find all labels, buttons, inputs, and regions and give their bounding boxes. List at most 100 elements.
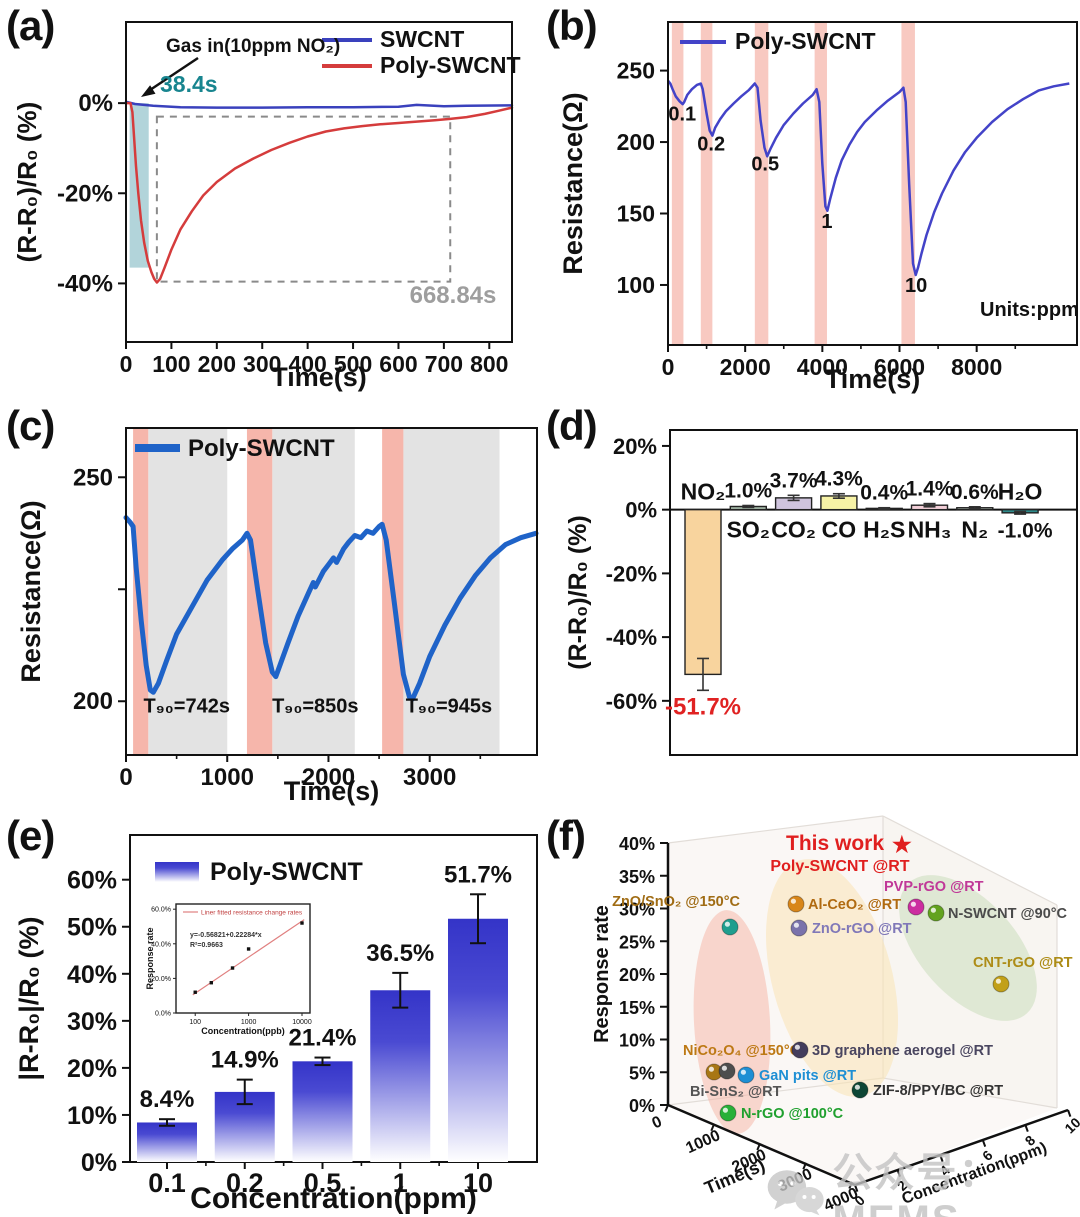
recovery-time-label: 668.84s (410, 282, 497, 309)
x-tick-label: 10 (463, 1168, 493, 1198)
bar-10 (448, 918, 508, 1162)
point-label: N-rGO @100°C (741, 1106, 844, 1122)
y-tick-label: 50% (67, 914, 117, 942)
data-point-highlight (724, 921, 730, 927)
y-tick-label: 20% (613, 434, 657, 459)
units-label: Units:ppm (980, 299, 1079, 321)
concentration-label: 10 (905, 275, 927, 297)
t90-label: T₉₀=850s (272, 695, 358, 717)
panel-f-tag: (f) (546, 812, 586, 859)
time-axis-tick (848, 1181, 853, 1189)
z-tick-label: 20% (619, 965, 655, 985)
bar-value-label: 14.9% (211, 1047, 279, 1074)
panel-a: (a) 0 100 200 300 400 500 600 700 800 0% -20% -40% T… (0, 0, 540, 400)
y-tick-label: -40% (57, 270, 113, 297)
z-tick-label: 35% (619, 867, 655, 887)
x-tick-label: 3000 (403, 764, 456, 791)
recovery-band (272, 428, 355, 755)
time-tick-label: 0 (650, 1113, 665, 1132)
region-ellipse (766, 859, 898, 1097)
inset-data-point (193, 990, 197, 994)
z-tick-label: 0% (629, 1096, 655, 1116)
time-tick-label: 1000 (683, 1127, 723, 1157)
concentration-axis-tick (939, 1154, 944, 1162)
bar-NO₂ (684, 508, 722, 676)
data-point (790, 919, 808, 937)
data-point-highlight (930, 907, 936, 913)
concentration-label: 0.5 (751, 154, 779, 176)
x-tick-label: 1 (393, 1168, 408, 1198)
point-label: Al-CeO₂ @RT (808, 897, 901, 913)
star-icon: ★ (892, 832, 912, 857)
gas-in-arrow (149, 56, 199, 92)
gas-exposure-band (754, 22, 769, 345)
legend-label: SWCNT (380, 26, 464, 52)
data-point-highlight (910, 901, 916, 907)
panel-d-tag: (d) (546, 402, 598, 449)
data-point (791, 1041, 809, 1059)
x-tick-label: 2000 (302, 764, 355, 791)
bar-value-label: 0.4% (860, 482, 908, 505)
data-point-highlight (721, 1065, 727, 1071)
bar-gas-label: N₂ (961, 517, 988, 543)
point-label: ZnO-rGO @RT (812, 921, 912, 937)
series-SWCNT (124, 100, 514, 109)
z-tick-label: 5% (629, 1063, 655, 1083)
z-tick-label: 25% (619, 932, 655, 952)
point-label: NiCo₂O₄ @150°C (683, 1043, 801, 1059)
z-tick-label: 10% (619, 1031, 655, 1051)
series-Poly-SWCNT (124, 101, 514, 284)
recovery-band (148, 428, 228, 755)
panel-e-chart: 0% 10% 20% 30% 40% 50% 60% 8.4% 0.1 14.9% 0.2 21.4%… (14, 834, 538, 1215)
x-axis-title: Time(s) (271, 362, 367, 392)
x-tick-label: 200 (198, 351, 236, 377)
data-point-highlight (790, 898, 796, 904)
y-tick-label: 10% (67, 1102, 117, 1130)
inset-equation: y=-0.56821+0.22284*x (190, 932, 262, 939)
time-axis-tick (710, 1123, 715, 1132)
x-tick-label: 6000 (874, 354, 925, 380)
bar-0.5 (292, 1061, 353, 1162)
y-tick-label: 100 (617, 272, 655, 298)
series-Poly-SWCNT (667, 79, 1070, 277)
y-tick-label: 200 (73, 688, 113, 715)
plot-frame (125, 21, 513, 343)
x-tick-label: 0 (120, 351, 133, 377)
plot-frame (125, 427, 538, 756)
data-point (907, 898, 925, 916)
legend-label: Poly-SWCNT (188, 435, 335, 462)
this-work-title: This work (786, 832, 884, 855)
x-tick-label: 2000 (720, 354, 771, 380)
gas-exposure-band (671, 22, 684, 345)
data-point (787, 895, 805, 913)
x-tick-label: 0.5 (304, 1168, 342, 1198)
x-tick-label: 400 (288, 351, 326, 377)
y-tick-label: 250 (617, 58, 655, 84)
x-tick-label: 600 (379, 351, 417, 377)
this-work-label: Poly-SWCNT @RT (770, 858, 909, 875)
z-tick-label: 30% (619, 900, 655, 920)
watermark: 公众号：MEMS (766, 1140, 1080, 1217)
point-label: N-SWCNT @90°C (948, 906, 1068, 922)
x-tick-label: 4000 (797, 354, 848, 380)
box-edge (882, 815, 1058, 906)
bar-value-label: 1.4% (906, 478, 954, 501)
bar-value-label: -1.0% (998, 520, 1053, 543)
bar-1 (370, 990, 431, 1162)
inset-r2: R²=0.9663 (190, 942, 223, 949)
bar-gas-label: NH₃ (908, 517, 952, 543)
bar-gas-label: CO (822, 517, 857, 543)
z-tick-label: 40% (619, 834, 655, 854)
watermark-text: 公众号：MEMS (832, 1151, 1001, 1217)
point-label: Bi-SnS₂ @RT (690, 1084, 782, 1100)
point-label: PVP-rGO @RT (884, 879, 984, 895)
concentration-label: 1 (821, 211, 832, 233)
y-tick-label: 30% (67, 1008, 117, 1036)
x-tick-label: 100 (152, 351, 190, 377)
panel-c-chart: 0 1000 2000 3000 200 250 Time(s) Resistance(Ω) P… (16, 427, 539, 806)
y-tick-label: 200 (617, 129, 655, 155)
panel-e-tag: (e) (6, 812, 55, 859)
box-edge (667, 815, 884, 844)
bar-value-label: -51.7% (665, 693, 741, 720)
point-label: CNT-rGO @RT (973, 955, 1073, 971)
